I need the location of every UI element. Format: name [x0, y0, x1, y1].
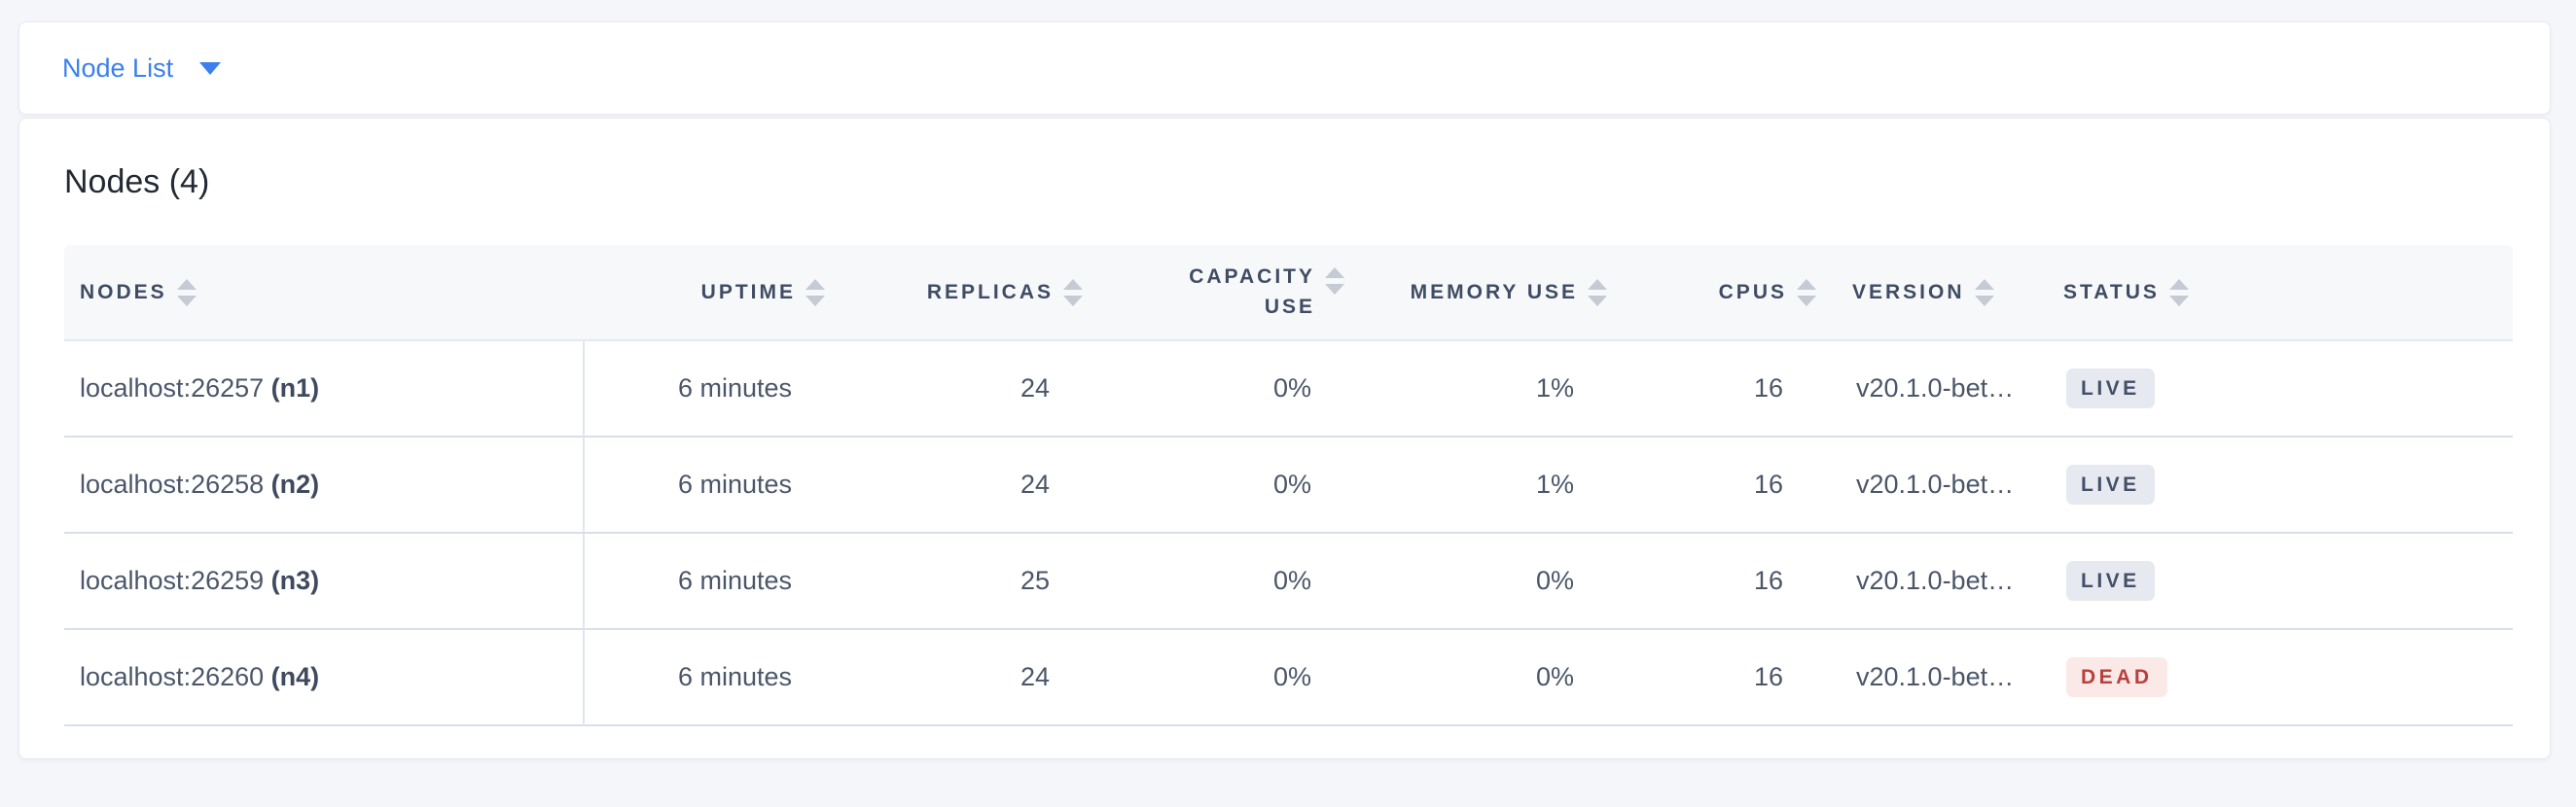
- sort-arrows-icon[interactable]: [1974, 278, 1994, 306]
- capacity-use-cell: 0%: [1092, 438, 1354, 534]
- node-address: localhost:26258: [80, 470, 265, 499]
- version-cell: v20.1.0-bet…: [1826, 534, 2040, 630]
- status-badge: LIVE: [2066, 368, 2155, 408]
- sort-arrows-icon[interactable]: [176, 278, 197, 306]
- node-address: localhost:26259: [80, 566, 265, 595]
- node-address-cell: localhost:26260 (n4): [64, 630, 585, 726]
- status-cell: DEAD: [2040, 630, 2513, 726]
- column-header-label: CPUS: [1718, 280, 1787, 303]
- node-address-cell: localhost:26257 (n1): [64, 341, 585, 438]
- capacity-use-cell: 0%: [1092, 630, 1354, 726]
- panel-title: Nodes (4): [64, 163, 210, 200]
- sort-up-icon: [1063, 278, 1083, 290]
- sort-down-icon: [1974, 295, 1994, 306]
- memory-use-cell: 0%: [1354, 630, 1617, 726]
- sort-arrows-icon[interactable]: [1325, 267, 1344, 296]
- node-address-cell: localhost:26259 (n3): [64, 534, 585, 630]
- column-header-label: UPTIME: [700, 280, 796, 303]
- sort-down-icon: [2168, 295, 2189, 306]
- column-header-memory[interactable]: MEMORY USE: [1354, 245, 1617, 341]
- cpus-cell: 16: [1617, 341, 1826, 438]
- column-header-label: VERSION: [1852, 280, 1965, 303]
- status-badge: LIVE: [2066, 561, 2155, 601]
- sort-down-icon: [1325, 284, 1344, 296]
- status-badge: LIVE: [2066, 465, 2155, 505]
- replicas-cell: 24: [835, 341, 1092, 438]
- table-body: localhost:26257 (n1) 6 minutes 24 0% 1% …: [64, 341, 2513, 726]
- column-header-cpus[interactable]: CPUS: [1617, 245, 1826, 341]
- capacity-use-cell: 0%: [1092, 341, 1354, 438]
- sort-down-icon: [1588, 295, 1607, 306]
- sort-down-icon: [176, 295, 197, 306]
- replicas-cell: 25: [835, 534, 1092, 630]
- column-header-label: REPLICAS: [926, 280, 1054, 303]
- sort-up-icon: [1974, 278, 1994, 290]
- status-cell: LIVE: [2040, 438, 2513, 534]
- column-header-status[interactable]: STATUS: [2040, 245, 2513, 341]
- replicas-cell: 24: [835, 630, 1092, 726]
- nodes-table: NODES UPTIME REPLICAS CAPACITY USE: [64, 245, 2513, 726]
- chevron-down-icon: [199, 61, 222, 75]
- version-cell: v20.1.0-bet…: [1826, 630, 2040, 726]
- cpus-cell: 16: [1617, 630, 1826, 726]
- cpus-cell: 16: [1617, 438, 1826, 534]
- table-row[interactable]: localhost:26260 (n4) 6 minutes 24 0% 0% …: [64, 630, 2513, 726]
- sort-down-icon: [1797, 295, 1816, 306]
- sort-up-icon: [176, 278, 197, 290]
- table-row[interactable]: localhost:26259 (n3) 6 minutes 25 0% 0% …: [64, 534, 2513, 630]
- status-cell: LIVE: [2040, 341, 2513, 438]
- column-header-label: NODES: [80, 280, 167, 303]
- replicas-cell: 24: [835, 438, 1092, 534]
- column-header-label: MEMORY USE: [1410, 280, 1578, 303]
- table-header-row: NODES UPTIME REPLICAS CAPACITY USE: [64, 245, 2513, 341]
- sort-up-icon: [1588, 278, 1607, 290]
- sort-arrows-icon[interactable]: [805, 278, 825, 306]
- sort-up-icon: [1797, 278, 1816, 290]
- nodes-panel: Nodes (4) NODES UPTIME: [18, 118, 2551, 759]
- sort-down-icon: [1063, 295, 1083, 306]
- node-list-dropdown[interactable]: Node List: [18, 21, 2551, 115]
- sort-arrows-icon[interactable]: [1797, 278, 1816, 306]
- memory-use-cell: 0%: [1354, 534, 1617, 630]
- column-header-replicas[interactable]: REPLICAS: [835, 245, 1092, 341]
- uptime-cell: 6 minutes: [585, 630, 835, 726]
- column-header-label: CAPACITY USE: [1189, 265, 1315, 318]
- column-header-version[interactable]: VERSION: [1826, 245, 2040, 341]
- sort-up-icon: [805, 278, 825, 290]
- uptime-cell: 6 minutes: [585, 341, 835, 438]
- sort-arrows-icon[interactable]: [2168, 278, 2189, 306]
- column-header-uptime[interactable]: UPTIME: [585, 245, 835, 341]
- table-row[interactable]: localhost:26258 (n2) 6 minutes 24 0% 1% …: [64, 438, 2513, 534]
- node-address-cell: localhost:26258 (n2): [64, 438, 585, 534]
- capacity-use-cell: 0%: [1092, 534, 1354, 630]
- column-header-capacity[interactable]: CAPACITY USE: [1092, 245, 1354, 341]
- version-cell: v20.1.0-bet…: [1826, 438, 2040, 534]
- uptime-cell: 6 minutes: [585, 534, 835, 630]
- node-name: (n1): [270, 373, 320, 403]
- node-name: (n4): [270, 662, 320, 691]
- uptime-cell: 6 minutes: [585, 438, 835, 534]
- status-cell: LIVE: [2040, 534, 2513, 630]
- column-header-nodes[interactable]: NODES: [64, 245, 585, 341]
- memory-use-cell: 1%: [1354, 341, 1617, 438]
- sort-arrows-icon[interactable]: [1063, 278, 1083, 306]
- node-address: localhost:26260: [80, 662, 265, 691]
- node-name: (n2): [270, 470, 320, 499]
- status-badge: DEAD: [2066, 657, 2167, 697]
- sort-arrows-icon[interactable]: [1588, 278, 1607, 306]
- node-address: localhost:26257: [80, 373, 265, 403]
- version-cell: v20.1.0-bet…: [1826, 341, 2040, 438]
- node-name: (n3): [270, 566, 320, 595]
- sort-down-icon: [805, 295, 825, 306]
- memory-use-cell: 1%: [1354, 438, 1617, 534]
- sort-up-icon: [1325, 267, 1344, 279]
- cpus-cell: 16: [1617, 534, 1826, 630]
- sort-up-icon: [2168, 278, 2189, 290]
- table-row[interactable]: localhost:26257 (n1) 6 minutes 24 0% 1% …: [64, 341, 2513, 438]
- column-header-label: STATUS: [2063, 280, 2160, 303]
- node-list-dropdown-label: Node List: [62, 53, 174, 83]
